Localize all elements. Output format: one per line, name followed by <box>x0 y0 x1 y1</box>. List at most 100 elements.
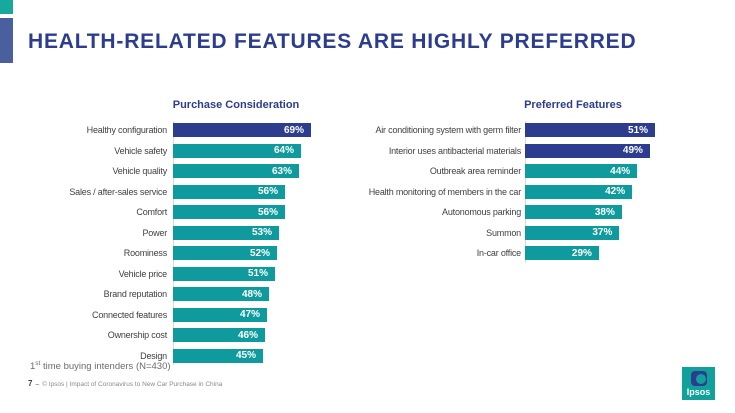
bar-value-label: 29% <box>571 247 592 259</box>
bar: 46% <box>173 328 265 343</box>
bar-area: 47% <box>173 307 267 322</box>
bar-row: Design 45% <box>30 346 311 367</box>
footnote-superscript: st <box>35 360 41 367</box>
bar-area: 29% <box>525 246 599 261</box>
bar-row: Health monitoring of members in the car 4… <box>361 182 655 203</box>
bar: 44% <box>525 164 638 179</box>
category-label: Vehicle price <box>118 268 168 279</box>
bar-area: 56% <box>173 184 285 199</box>
bar-value-label: 45% <box>235 350 256 362</box>
category-label: Comfort <box>136 207 167 218</box>
bar: 63% <box>173 164 299 179</box>
bar: 52% <box>173 246 277 261</box>
chart-rows: Air conditioning system with germ filter… <box>361 120 656 264</box>
category-label: Air conditioning system with germ filter <box>375 125 521 136</box>
bar-area: 38% <box>525 205 622 220</box>
bar-area: 51% <box>525 123 656 138</box>
bar-area: 64% <box>173 143 301 158</box>
category-label: Autonomous parking <box>442 207 521 218</box>
category-label: Connected features <box>92 309 167 320</box>
bar-value-label: 64% <box>273 145 294 157</box>
bar-row: In-car office 29% <box>361 243 655 264</box>
corner-accent-teal <box>0 0 13 14</box>
bar: 69% <box>173 123 311 138</box>
bar-value-label: 51% <box>628 124 649 136</box>
bar: 45% <box>173 348 263 363</box>
bar: 56% <box>173 205 285 220</box>
bar-row: Healthy configuration 69% <box>30 120 311 141</box>
bar-row: Sales / after-sales service 56% <box>30 182 311 203</box>
bar-area: 49% <box>525 143 650 158</box>
ipsos-logo: Ipsos <box>682 367 715 400</box>
bar-area: 37% <box>525 225 620 240</box>
ipsos-logo-emblem-icon <box>691 371 707 386</box>
page-footer: 7– © Ipsos | Impact of Coronavirus to New… <box>28 379 222 388</box>
category-label: Outbreak area reminder <box>429 166 521 177</box>
bar: 51% <box>525 123 656 138</box>
bar-value-label: 52% <box>249 247 270 259</box>
ipsos-logo-text: Ipsos <box>686 387 711 397</box>
bar: 37% <box>525 225 620 240</box>
category-label: Ownership cost <box>107 330 167 341</box>
category-label: Vehicle quality <box>112 166 167 177</box>
bar: 42% <box>525 184 633 199</box>
footnote-text: time buying intenders (N=430) <box>40 361 171 373</box>
bar-value-label: 49% <box>622 145 643 157</box>
bar-row: Air conditioning system with germ filter… <box>361 120 656 141</box>
bar: 47% <box>173 307 267 322</box>
bar-area: 45% <box>173 348 263 363</box>
bar-area: 56% <box>173 205 285 220</box>
bar-row: Ownership cost 46% <box>30 325 311 346</box>
bar-row: Outbreak area reminder 44% <box>361 161 655 182</box>
category-label: Design <box>140 350 167 361</box>
chart-title-preferred-features: Preferred Features <box>524 99 622 111</box>
bar-value-label: 46% <box>237 329 258 341</box>
category-label: Roominess <box>123 248 167 259</box>
bar-row: Connected features 47% <box>30 305 311 326</box>
bar: 56% <box>173 184 285 199</box>
category-label: In-car office <box>476 248 521 259</box>
bar: 51% <box>173 266 275 281</box>
bar-value-label: 47% <box>239 309 260 321</box>
category-label: Health monitoring of members in the car <box>368 186 521 197</box>
bar-row: Brand reputation 48% <box>30 284 311 305</box>
bar-row: Summon 37% <box>361 223 655 244</box>
bar-row: Vehicle safety 64% <box>30 141 311 162</box>
category-label: Summon <box>486 227 521 238</box>
category-label: Brand reputation <box>103 289 168 300</box>
bar-value-label: 56% <box>257 186 278 198</box>
bar-area: 69% <box>173 123 311 138</box>
page-title: HEALTH-RELATED FEATURES ARE HIGHLY PREFE… <box>28 30 637 53</box>
category-label: Power <box>142 227 167 238</box>
bar-row: Autonomous parking 38% <box>361 202 655 223</box>
ipsos-logo-dot-icon <box>696 373 706 384</box>
chart-rows: Healthy configuration 69% Vehicle safety 64… <box>30 120 311 366</box>
bar-value-label: 44% <box>610 165 631 177</box>
bar-value-label: 42% <box>605 186 626 198</box>
bar-area: 52% <box>173 246 277 261</box>
bar: 38% <box>525 205 622 220</box>
bar-row: Power 53% <box>30 223 311 244</box>
category-label: Interior uses antibacterial materials <box>388 145 521 156</box>
bar-area: 48% <box>173 287 269 302</box>
bar: 48% <box>173 287 269 302</box>
bar-value-label: 63% <box>271 165 292 177</box>
bar-area: 46% <box>173 328 265 343</box>
bar: 49% <box>525 143 650 158</box>
bar-row: Interior uses antibacterial materials 49% <box>361 141 655 162</box>
bar-value-label: 38% <box>594 206 615 218</box>
footer-copyright-text: © Ipsos | Impact of Coronavirus to New C… <box>42 381 223 388</box>
bar-value-label: 53% <box>251 227 272 239</box>
bar-value-label: 69% <box>283 124 304 136</box>
footer-separator: – <box>35 381 40 388</box>
page-number: 7 <box>28 379 33 388</box>
bar-area: 51% <box>173 266 275 281</box>
category-label: Vehicle safety <box>114 145 167 156</box>
bar-value-label: 51% <box>247 268 268 280</box>
bar-row: Roominess 52% <box>30 243 311 264</box>
footnote: 1st time buying intenders (N=430) <box>30 360 171 372</box>
bar-area: 42% <box>525 184 633 199</box>
footnote-prefix: 1 <box>30 361 36 373</box>
chart-title-purchase-consideration: Purchase Consideration <box>172 99 300 111</box>
